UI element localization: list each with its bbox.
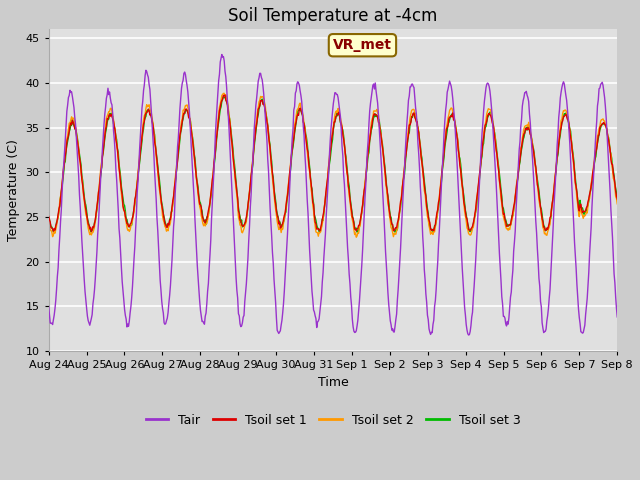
Tsoil set 3 xyxy=(172,181,179,187)
Tsoil set 3 xyxy=(55,208,63,214)
Tsoil set 3 xyxy=(404,138,412,144)
Tair xyxy=(465,332,472,338)
Text: VR_met: VR_met xyxy=(333,38,392,52)
Tsoil set 2 xyxy=(404,132,412,138)
Tair xyxy=(202,313,209,319)
Line: Tsoil set 1: Tsoil set 1 xyxy=(49,95,617,231)
Tsoil set 2 xyxy=(45,216,52,222)
Tair xyxy=(172,191,179,196)
Line: Tsoil set 2: Tsoil set 2 xyxy=(49,94,617,237)
Tair xyxy=(45,303,52,309)
Title: Soil Temperature at -4cm: Soil Temperature at -4cm xyxy=(228,7,438,25)
Tsoil set 2 xyxy=(202,223,209,229)
Tsoil set 2 xyxy=(114,148,122,154)
Line: Tsoil set 3: Tsoil set 3 xyxy=(49,96,617,232)
Tsoil set 2 xyxy=(220,91,228,96)
Tsoil set 2 xyxy=(353,234,360,240)
Tsoil set 1 xyxy=(613,196,621,202)
Tsoil set 1 xyxy=(45,214,52,219)
Tsoil set 2 xyxy=(172,176,179,181)
X-axis label: Time: Time xyxy=(317,376,348,389)
Tair xyxy=(218,52,226,58)
Tair xyxy=(114,191,122,197)
Tair xyxy=(403,120,411,126)
Tair xyxy=(420,246,428,252)
Tsoil set 2 xyxy=(613,201,621,207)
Tsoil set 2 xyxy=(55,209,63,215)
Tair xyxy=(613,314,621,320)
Tsoil set 1 xyxy=(404,136,412,142)
Tsoil set 1 xyxy=(420,181,428,187)
Tsoil set 3 xyxy=(114,146,122,152)
Tsoil set 2 xyxy=(420,188,428,193)
Tsoil set 1 xyxy=(202,217,210,223)
Line: Tair: Tair xyxy=(49,55,617,335)
Y-axis label: Temperature (C): Temperature (C) xyxy=(7,139,20,241)
Tsoil set 1 xyxy=(221,92,229,98)
Tsoil set 3 xyxy=(613,193,621,199)
Tsoil set 1 xyxy=(55,206,63,212)
Tsoil set 1 xyxy=(172,172,180,178)
Tair xyxy=(55,248,63,253)
Legend: Tair, Tsoil set 1, Tsoil set 2, Tsoil set 3: Tair, Tsoil set 1, Tsoil set 2, Tsoil se… xyxy=(141,409,525,432)
Tsoil set 3 xyxy=(202,217,209,223)
Tsoil set 3 xyxy=(222,93,230,99)
Tsoil set 3 xyxy=(420,178,428,184)
Tsoil set 1 xyxy=(115,156,122,161)
Tsoil set 3 xyxy=(45,209,52,215)
Tsoil set 1 xyxy=(88,228,95,234)
Tsoil set 3 xyxy=(353,229,361,235)
